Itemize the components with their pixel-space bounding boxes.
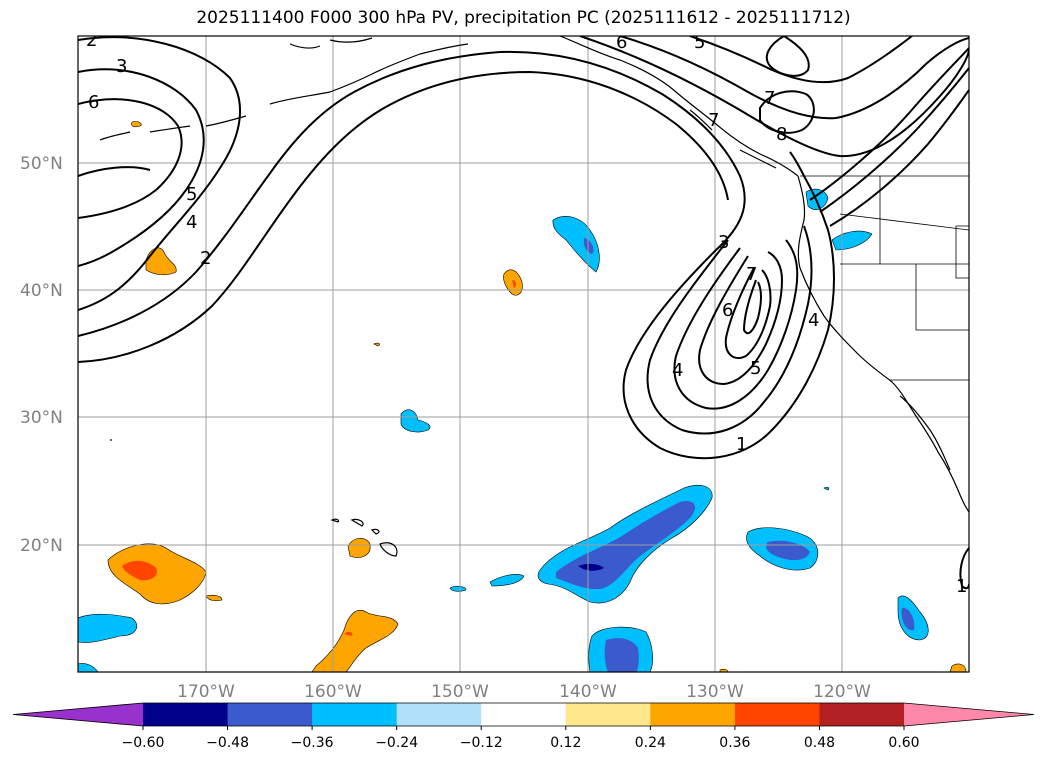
colorbar-segment: [312, 703, 398, 726]
pv-label: 5: [750, 358, 761, 379]
lat-tick-label: 50°N: [20, 154, 63, 174]
pv-label: 8: [776, 124, 787, 145]
pv-label: 4: [186, 212, 197, 233]
colorbar-segment: [143, 703, 229, 726]
pv-label: 6: [722, 300, 733, 321]
colorbar: −0.60 −0.48 −0.36 −0.24 −0.12 0.12 0.24 0.36 0.4…: [12, 702, 1035, 751]
pv-label: 7: [746, 264, 757, 285]
lon-tick-label: 140°W: [559, 682, 617, 702]
map-title: 2025111400 F000 300 hPa PV, precipitatio…: [196, 8, 851, 28]
pv-contours: [78, 36, 969, 590]
pv-contour-labels: 2 3 6 5 4 2 6 5 7 8 7 3 6 7 4 5 1 1 4: [86, 30, 967, 597]
colorbar-tick-label: 0.24: [635, 735, 666, 751]
colorbar-extend-min: [13, 703, 143, 726]
pv-label: 6: [616, 32, 627, 53]
colorbar-extend-max: [904, 703, 1034, 726]
colorbar-segment: [650, 703, 736, 726]
pv-label: 5: [694, 32, 705, 53]
lon-tick-label: 120°W: [813, 682, 871, 702]
lon-tick-label: 170°W: [177, 682, 235, 702]
colorbar-tick-label: 0.36: [719, 735, 750, 751]
colorbar-segment: [565, 703, 651, 726]
colorbar-segment: [396, 703, 482, 726]
colorbar-tick-label: −0.24: [375, 735, 418, 751]
political-borders: [800, 175, 969, 381]
pv-label: 2: [200, 248, 211, 269]
graticule: [78, 36, 969, 672]
pv-label: 1: [736, 434, 747, 455]
lat-tick-label: 40°N: [20, 281, 63, 301]
colorbar-tick-label: 0.48: [804, 735, 835, 751]
colorbar-tick-label: 0.60: [888, 735, 919, 751]
pv-label: 4: [808, 310, 819, 331]
colorbar-tick-label: −0.48: [206, 735, 249, 751]
colorbar-tick-label: −0.36: [291, 735, 334, 751]
lon-tick-label: 160°W: [304, 682, 362, 702]
colorbar-segment: [227, 703, 313, 726]
lat-tick-label: 20°N: [20, 536, 63, 556]
longitude-labels: 170°W 160°W 150°W 140°W 130°W 120°W: [177, 682, 871, 702]
lat-tick-label: 30°N: [20, 408, 63, 428]
colorbar-tick-label: 0.12: [550, 735, 581, 751]
colorbar-tick-label: −0.12: [460, 735, 503, 751]
pv-label: 4: [672, 360, 683, 381]
colorbar-segment: [734, 703, 820, 726]
pv-label: 2: [86, 30, 97, 51]
colorbar-segment: [481, 703, 567, 726]
pv-label: 3: [718, 232, 729, 253]
pv-label: 7: [764, 88, 775, 109]
plot-frame: [77, 35, 970, 673]
coastlines: [99, 36, 969, 557]
colorbar-segment: [819, 703, 905, 726]
latitude-labels: 50°N 40°N 30°N 20°N: [20, 154, 63, 556]
pv-label: 7: [708, 110, 719, 131]
pv-label: 1: [956, 576, 967, 597]
pv-label: 6: [88, 92, 99, 113]
lon-tick-label: 150°W: [431, 682, 489, 702]
lon-tick-label: 130°W: [686, 682, 744, 702]
pv-label: 3: [116, 56, 127, 77]
colorbar-tick-label: −0.60: [122, 735, 165, 751]
pv-label: 5: [186, 184, 197, 205]
